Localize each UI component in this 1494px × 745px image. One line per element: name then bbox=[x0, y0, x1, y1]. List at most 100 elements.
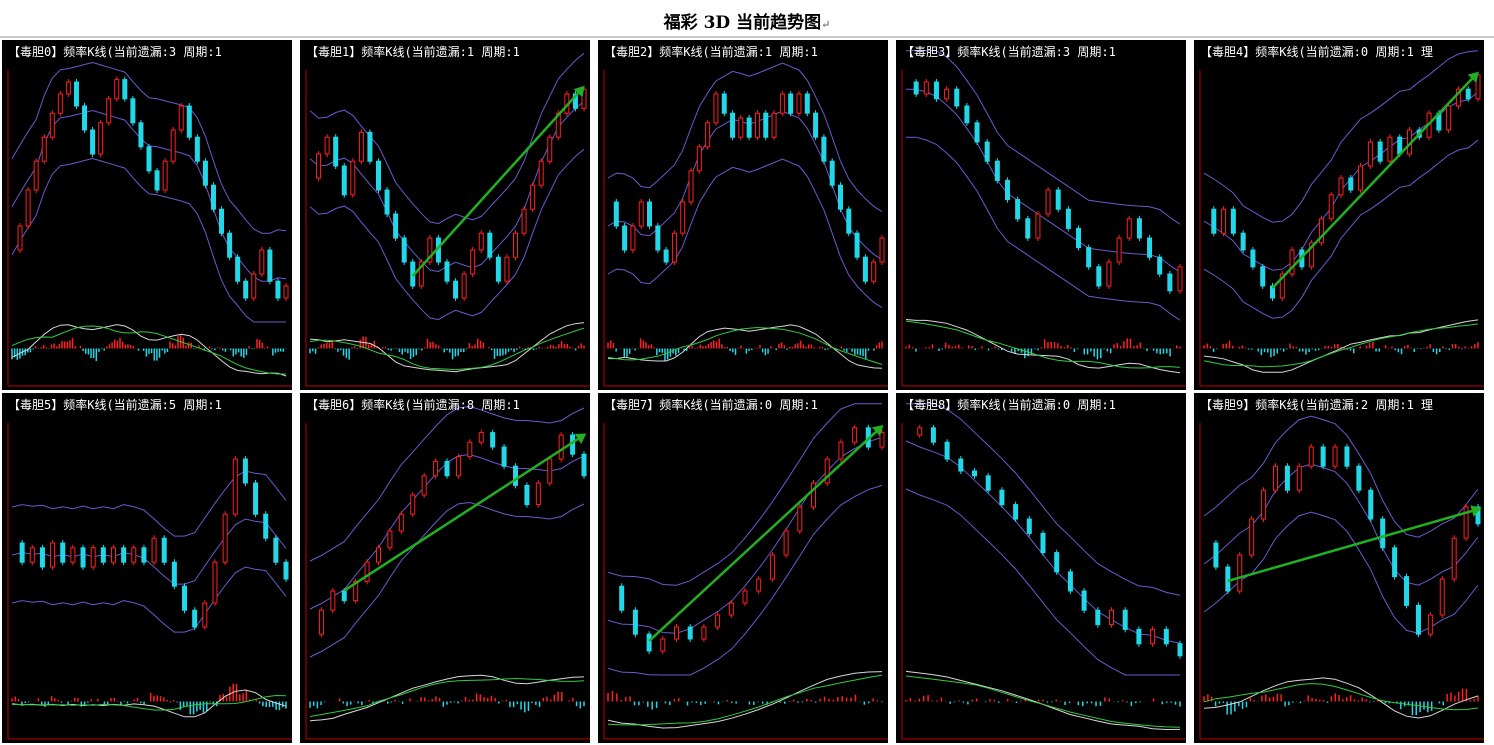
candle-body bbox=[1081, 590, 1087, 611]
candle-body bbox=[958, 458, 964, 472]
candle-body bbox=[638, 201, 644, 227]
candle-body bbox=[1013, 504, 1019, 520]
candle-body bbox=[73, 81, 79, 107]
candle-body bbox=[1096, 266, 1102, 287]
band-lower-line bbox=[11, 157, 286, 323]
candle-body bbox=[1455, 88, 1461, 107]
candle-body bbox=[1328, 194, 1334, 220]
trend-arrow-line bbox=[1227, 509, 1473, 583]
candle-body bbox=[364, 561, 370, 582]
candle-body bbox=[535, 482, 541, 506]
candle-body bbox=[715, 614, 721, 628]
candle-body bbox=[730, 112, 736, 138]
candle-body bbox=[756, 578, 762, 592]
trend-chart-svg bbox=[1199, 50, 1484, 387]
candle-body bbox=[655, 225, 661, 251]
candle-body bbox=[1095, 609, 1101, 626]
candle-body bbox=[1338, 177, 1344, 196]
macd-line bbox=[608, 324, 883, 369]
title-text: 福彩 3D 当前趋势图 bbox=[663, 13, 822, 33]
candle-body bbox=[687, 626, 693, 640]
candle-body bbox=[821, 136, 827, 162]
candle-body bbox=[178, 105, 184, 131]
candle-body bbox=[862, 256, 868, 282]
candle-body bbox=[1230, 208, 1236, 234]
candle-body bbox=[930, 427, 936, 443]
band-lower-line bbox=[309, 501, 585, 658]
candle-body bbox=[192, 609, 198, 628]
candle-body bbox=[70, 547, 76, 563]
candle-body bbox=[478, 232, 484, 251]
candle-body bbox=[19, 542, 25, 563]
candle-body bbox=[501, 446, 507, 467]
candle-body bbox=[538, 160, 544, 186]
candle-body bbox=[547, 458, 553, 484]
candle-body bbox=[39, 547, 45, 568]
candle-body bbox=[444, 460, 450, 477]
candle-body bbox=[387, 530, 393, 549]
signal-line bbox=[607, 674, 883, 726]
candle-body bbox=[232, 458, 238, 515]
candle-body bbox=[1167, 273, 1173, 292]
candle-body bbox=[1309, 242, 1315, 268]
band-upper-line bbox=[906, 50, 1181, 225]
candle-body bbox=[358, 131, 364, 162]
panel-title: 【毒胆1】频率K线(当前遗漏:1 周期:1 bbox=[306, 45, 520, 59]
candle-body bbox=[222, 513, 228, 563]
band-middle-line bbox=[607, 436, 883, 634]
candle-body bbox=[688, 170, 694, 203]
candle-body bbox=[283, 561, 289, 580]
title-divider bbox=[0, 36, 1494, 38]
candle-body bbox=[154, 170, 160, 191]
candle-body bbox=[1318, 218, 1324, 244]
candle-body bbox=[1320, 446, 1326, 467]
candle-body bbox=[350, 160, 356, 196]
candle-body bbox=[742, 590, 748, 604]
candle-body bbox=[1289, 249, 1295, 275]
candle-body bbox=[680, 201, 686, 234]
band-upper-line bbox=[906, 403, 1181, 596]
trend-arrow-line bbox=[343, 437, 579, 592]
candle-body bbox=[1465, 88, 1471, 100]
candle-body bbox=[622, 225, 628, 251]
candle-body bbox=[114, 79, 120, 100]
candle-body bbox=[478, 432, 484, 443]
candle-body bbox=[138, 122, 144, 148]
candle-body bbox=[421, 475, 427, 496]
candle-body bbox=[171, 561, 177, 587]
candle-body bbox=[779, 93, 785, 114]
candle-body bbox=[453, 280, 459, 299]
candle-body bbox=[1004, 179, 1010, 201]
candle-body bbox=[797, 506, 803, 532]
candle-body bbox=[146, 146, 152, 172]
candle-body bbox=[513, 465, 518, 486]
candle-body bbox=[879, 237, 885, 263]
band-middle-line bbox=[906, 88, 1181, 273]
candle-body bbox=[275, 280, 281, 299]
candle-body bbox=[769, 554, 775, 580]
candle-body bbox=[1150, 628, 1156, 645]
trend-chart-svg bbox=[901, 50, 1186, 387]
candle-body bbox=[1279, 273, 1285, 299]
trend-panel-6: 【毒胆6】频率K线(当前遗漏:8 周期:1 bbox=[300, 393, 590, 743]
panel-title: 【毒胆3】频率K线(当前遗漏:3 周期:1 bbox=[902, 45, 1116, 59]
candle-body bbox=[513, 232, 518, 258]
candle-body bbox=[824, 458, 830, 484]
panel-title: 【毒胆8】频率K线(当前遗漏:0 周期:1 bbox=[902, 398, 1116, 412]
candle-body bbox=[1122, 609, 1128, 630]
candle-body bbox=[1136, 628, 1142, 645]
candle-body bbox=[151, 537, 157, 563]
candle-body bbox=[353, 580, 359, 602]
candle-body bbox=[259, 249, 265, 275]
signal-line bbox=[905, 320, 1181, 369]
candle-body bbox=[341, 165, 347, 196]
candle-body bbox=[783, 530, 789, 556]
candle-body bbox=[251, 273, 257, 299]
trend-chart-svg bbox=[1199, 415, 1484, 740]
candle-body bbox=[524, 484, 530, 506]
signal-line bbox=[11, 694, 287, 711]
candle-body bbox=[1250, 249, 1256, 268]
signal-line bbox=[309, 677, 585, 717]
signal-line bbox=[309, 327, 585, 371]
candle-body bbox=[705, 122, 711, 148]
